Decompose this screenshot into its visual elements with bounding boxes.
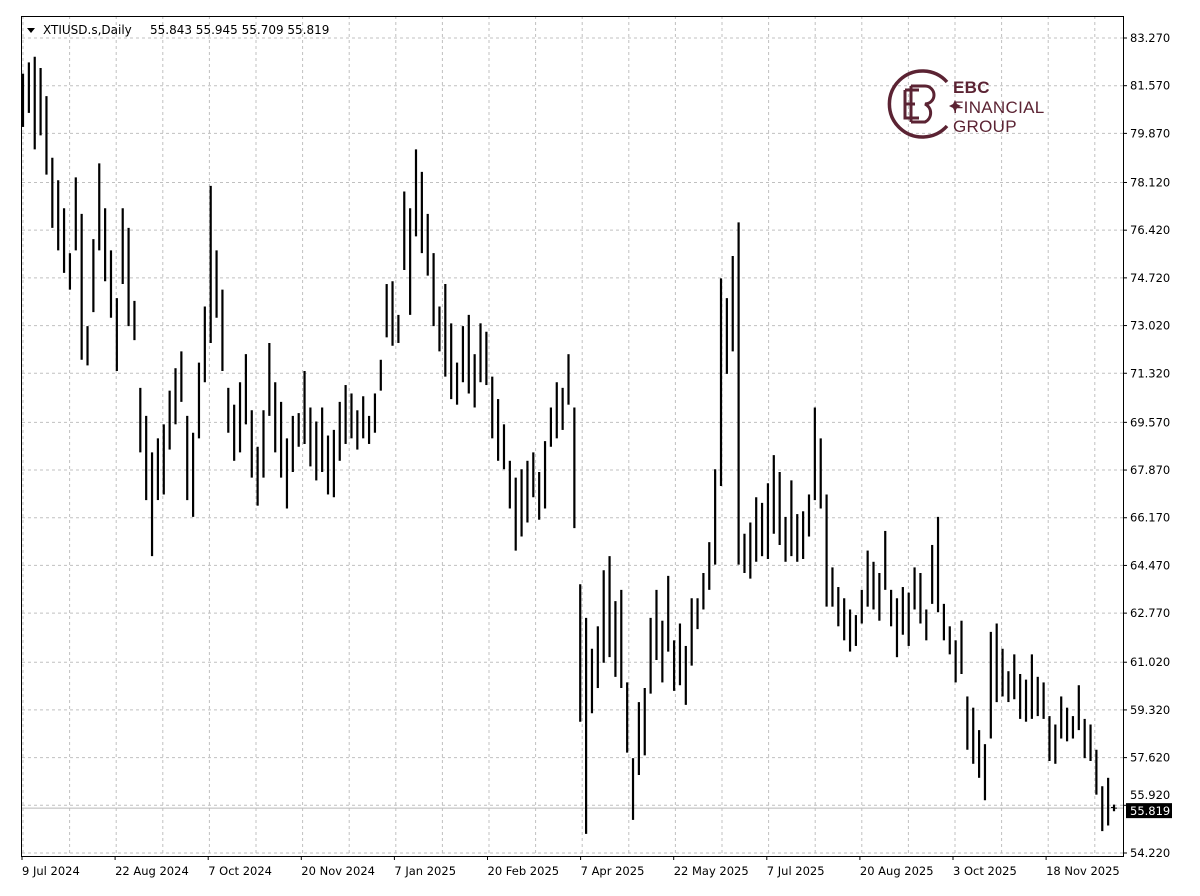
- price-tick-label: 55.920: [1130, 788, 1170, 802]
- time-tick-label: 22 Aug 2024: [115, 864, 189, 878]
- time-tick-label: 20 Feb 2025: [488, 864, 560, 878]
- time-tick-label: 22 May 2025: [674, 864, 749, 878]
- price-axis: 83.270 81.570 79.870 78.120 76.420 74.720 73.0…: [1123, 31, 1170, 860]
- price-tick-label: 81.570: [1130, 79, 1170, 93]
- price-tick-label: 61.020: [1130, 655, 1170, 669]
- time-tick-label: 20 Aug 2025: [860, 864, 934, 878]
- ohlc-values: 55.843 55.945 55.709 55.819: [150, 23, 329, 37]
- time-axis: 9 Jul 2024 22 Aug 2024 7 Oct 2024 20 Nov 20…: [21, 856, 1120, 878]
- price-tick-label: 76.420: [1130, 223, 1170, 237]
- price-tick-label: 57.620: [1130, 751, 1170, 765]
- price-tick-label: 59.320: [1130, 703, 1170, 717]
- logo-text-ebc: EBC: [953, 78, 990, 97]
- time-tick-label: 7 Apr 2025: [581, 864, 645, 878]
- current-price-label: 55.819: [1130, 804, 1170, 818]
- time-tick-label: 20 Nov 2024: [301, 864, 375, 878]
- ebc-emblem-icon: [887, 69, 961, 139]
- time-tick-label: 18 Nov 2025: [1046, 864, 1120, 878]
- collapse-triangle-icon[interactable]: [27, 28, 35, 33]
- bar-series: [21, 56, 1117, 834]
- time-tick-label: 9 Jul 2024: [22, 864, 80, 878]
- logo-text-financial: FINANCIAL: [953, 98, 1045, 117]
- price-tick-label: 78.120: [1130, 175, 1170, 189]
- price-tick-label: 74.720: [1130, 271, 1170, 285]
- grid: [22, 16, 1123, 856]
- logo-text-group: GROUP: [953, 117, 1017, 136]
- time-tick-label: 7 Oct 2024: [208, 864, 272, 878]
- symbol-label: XTIUSD.s,Daily: [43, 23, 132, 37]
- time-tick-label: 7 Jan 2025: [394, 864, 456, 878]
- price-tick-label: 71.320: [1130, 366, 1170, 380]
- price-label-current: 55.819: [1126, 803, 1172, 819]
- price-tick-label: 67.870: [1130, 463, 1170, 477]
- price-tick-label: 69.570: [1130, 415, 1170, 429]
- time-tick-label: 7 Jul 2025: [767, 864, 825, 878]
- ebc-logo: EBC FINANCIAL GROUP: [885, 66, 1085, 142]
- price-tick-label: 73.020: [1130, 319, 1170, 333]
- plot-frame: [21, 16, 1124, 857]
- price-tick-label: 83.270: [1130, 31, 1170, 45]
- price-tick-label: 62.770: [1130, 606, 1170, 620]
- price-tick-label: 64.470: [1130, 558, 1170, 572]
- price-tick-label: 66.170: [1130, 511, 1170, 525]
- price-tick-label: 54.220: [1130, 846, 1170, 860]
- price-tick-label: 79.870: [1130, 126, 1170, 140]
- time-tick-label: 3 Oct 2025: [953, 864, 1017, 878]
